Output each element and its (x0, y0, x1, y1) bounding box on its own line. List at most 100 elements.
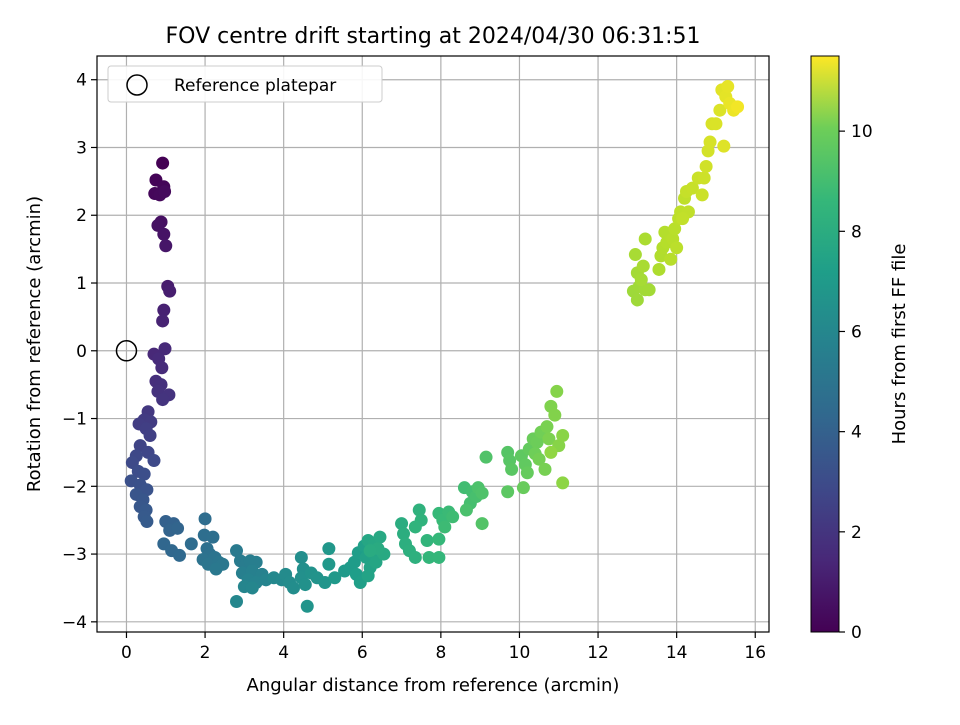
data-point (668, 222, 682, 236)
data-point (695, 188, 709, 202)
data-point (556, 428, 570, 442)
data-point (322, 542, 336, 556)
data-point (479, 450, 493, 464)
data-point (636, 259, 650, 273)
y-tick-label: 1 (76, 274, 87, 294)
data-point (209, 562, 223, 576)
data-point (397, 527, 411, 541)
data-point (628, 248, 642, 262)
data-point (630, 293, 644, 307)
data-point (548, 408, 562, 422)
colorbar-label: Hours from first FF file (889, 244, 910, 445)
y-tick-label: 4 (76, 71, 87, 91)
legend: Reference platepar (107, 65, 383, 103)
data-point (328, 571, 342, 585)
x-tick-label: 16 (744, 643, 766, 663)
data-point (230, 544, 244, 558)
data-point (685, 181, 699, 195)
data-point (438, 520, 452, 534)
data-point (446, 510, 460, 524)
data-point (318, 576, 332, 590)
legend-marker (126, 74, 148, 96)
data-point (703, 135, 717, 149)
data-point (550, 384, 564, 398)
x-tick-label: 6 (357, 643, 368, 663)
x-tick-label: 14 (666, 643, 688, 663)
data-point (158, 342, 172, 356)
data-point (642, 283, 656, 297)
data-point (408, 550, 422, 564)
data-point (156, 393, 170, 407)
data-point (140, 483, 154, 497)
data-point (156, 314, 170, 328)
data-point (198, 512, 212, 526)
colorbar-gradient (810, 55, 840, 633)
x-axis: 0 2 4 6 8 10 12 14 16 (121, 632, 766, 663)
data-point (143, 428, 157, 442)
x-tick-label: 10 (509, 643, 531, 663)
data-point (544, 445, 558, 459)
data-point (412, 503, 426, 517)
y-tick-label: 3 (76, 138, 87, 158)
data-point (300, 599, 314, 613)
legend-entry-reference: Reference platepar (174, 76, 336, 96)
colorbar-tick-label: 2 (851, 523, 862, 543)
data-point (556, 476, 570, 490)
data-point (408, 520, 422, 534)
data-point (634, 273, 648, 287)
data-point (361, 569, 375, 583)
data-point (731, 100, 745, 114)
data-point (501, 485, 515, 499)
data-point (173, 548, 187, 562)
data-point (532, 452, 546, 466)
data-point (294, 550, 308, 564)
data-point (395, 517, 409, 531)
data-point (373, 530, 387, 544)
legend-box (107, 65, 383, 103)
chart-title: FOV centre drift starting at 2024/04/30 … (166, 24, 701, 49)
data-point (157, 227, 171, 241)
data-point (652, 262, 666, 276)
data-point (709, 117, 723, 131)
reference-point (115, 340, 138, 362)
data-point (721, 79, 735, 93)
data-point (664, 252, 678, 266)
data-point (298, 578, 312, 592)
data-point (432, 550, 446, 564)
x-axis-label: Angular distance from reference (arcmin) (247, 675, 620, 696)
data-point (505, 462, 519, 476)
reference-marker (115, 340, 138, 362)
data-point (520, 466, 534, 480)
data-point (157, 303, 171, 317)
y-axis-label: Rotation from reference (arcmin) (24, 196, 45, 492)
data-point (245, 581, 259, 595)
data-point (459, 503, 473, 517)
data-point (159, 239, 173, 253)
data-point (206, 530, 220, 544)
data-point (286, 581, 300, 595)
data-point (670, 241, 684, 255)
data-point (432, 532, 446, 546)
data-point (699, 159, 713, 173)
grid (97, 56, 769, 632)
data-point (542, 432, 556, 446)
colorbar-tick-label: 0 (851, 623, 862, 643)
x-tick-label: 8 (435, 643, 446, 663)
data-point (140, 515, 154, 529)
y-tick-label: −1 (62, 410, 87, 430)
x-tick-label: 4 (278, 643, 289, 663)
data-point (676, 212, 690, 226)
data-point (422, 550, 436, 564)
data-point (530, 435, 544, 449)
colorbar: 0 2 4 6 8 10 Hours from first FF file (810, 55, 910, 643)
data-point (697, 171, 711, 185)
y-tick-label: 0 (76, 342, 87, 362)
data-point (475, 486, 489, 500)
data-point (516, 481, 530, 495)
data-point (156, 156, 170, 170)
data-point (155, 361, 169, 375)
y-axis: −4 −3 −2 −1 0 1 2 3 4 (62, 71, 97, 633)
plot-frame (96, 55, 770, 633)
data-points (124, 79, 745, 613)
data-point (540, 420, 554, 434)
